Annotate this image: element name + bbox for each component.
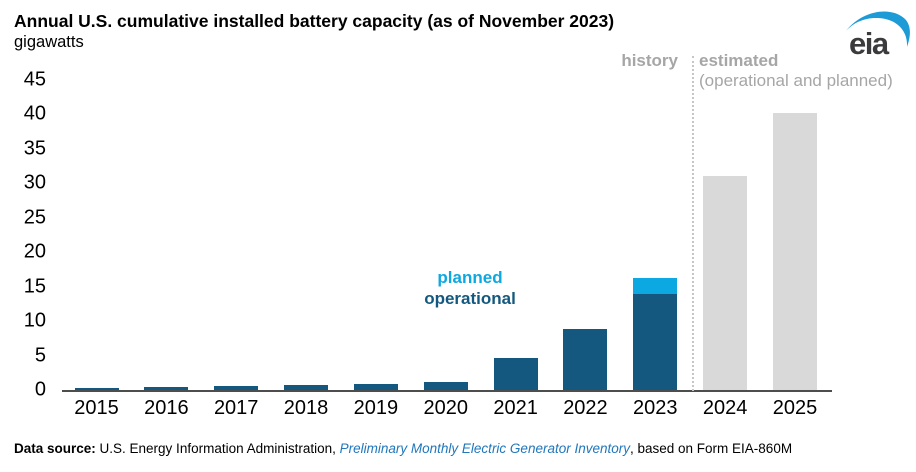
eia-logo: eia <box>842 5 914 63</box>
x-tick-2021: 2021 <box>493 397 538 419</box>
bar-operational-2020 <box>423 381 468 390</box>
y-tick-45: 45 <box>23 68 46 91</box>
bar-operational-2021 <box>493 358 538 390</box>
data-source-link[interactable]: Preliminary Monthly Electric Generator I… <box>339 441 630 456</box>
chart-title: Annual U.S. cumulative installed battery… <box>14 11 615 31</box>
bar-operational-2018 <box>284 385 329 390</box>
y-tick-30: 30 <box>23 171 46 194</box>
x-tick-2017: 2017 <box>213 397 259 419</box>
eia-logo-icon: eia <box>846 11 910 61</box>
chart-unit-label: gigawatts <box>14 33 84 51</box>
history-region-label: history <box>621 51 678 70</box>
y-tick-40: 40 <box>23 102 46 125</box>
x-tick-2023: 2023 <box>633 397 678 419</box>
bar-operational-2015 <box>74 387 119 390</box>
estimated-region-label: estimated (operational and planned) <box>699 51 914 91</box>
bar-operational-2016 <box>144 387 189 390</box>
x-tick-2018: 2018 <box>283 397 329 419</box>
x-tick-2024: 2024 <box>702 397 748 419</box>
bar-estimated-2025 <box>773 113 817 390</box>
bar-operational-2022 <box>563 328 608 390</box>
y-tick-35: 35 <box>23 137 46 160</box>
history-estimated-divider-line <box>692 56 694 391</box>
operational-series-label: operational <box>424 289 516 308</box>
x-tick-2015: 2015 <box>74 397 119 419</box>
bar-operational-2023 <box>633 294 678 390</box>
x-tick-2022: 2022 <box>563 397 608 419</box>
estimated-label-line1: estimated <box>699 51 779 70</box>
y-tick-10: 10 <box>23 309 46 332</box>
x-axis-line <box>62 390 832 392</box>
series-legend-labels: planned operational <box>395 267 545 309</box>
x-tick-2016: 2016 <box>144 397 189 419</box>
bar-operational-2019 <box>353 384 398 390</box>
bar-planned-2023 <box>633 277 678 295</box>
x-tick-2025: 2025 <box>772 397 818 419</box>
data-source-suffix: , based on Form EIA-860M <box>630 441 793 456</box>
x-tick-2019: 2019 <box>353 397 399 419</box>
data-source-prefix: Data source: <box>14 441 100 456</box>
y-tick-5: 5 <box>34 344 46 367</box>
data-source-org: U.S. Energy Information Administration, <box>99 441 340 456</box>
svg-text:eia: eia <box>849 26 890 61</box>
y-tick-15: 15 <box>23 275 46 298</box>
estimated-label-line2: (operational and planned) <box>699 71 893 90</box>
planned-series-label: planned <box>437 268 503 287</box>
bar-operational-2017 <box>214 385 259 390</box>
x-tick-2020: 2020 <box>423 397 469 419</box>
bar-estimated-2024 <box>703 176 748 390</box>
data-source-note: Data source: U.S. Energy Information Adm… <box>14 441 792 456</box>
y-tick-0: 0 <box>34 378 46 401</box>
y-tick-25: 25 <box>23 206 46 229</box>
y-tick-20: 20 <box>23 240 46 263</box>
